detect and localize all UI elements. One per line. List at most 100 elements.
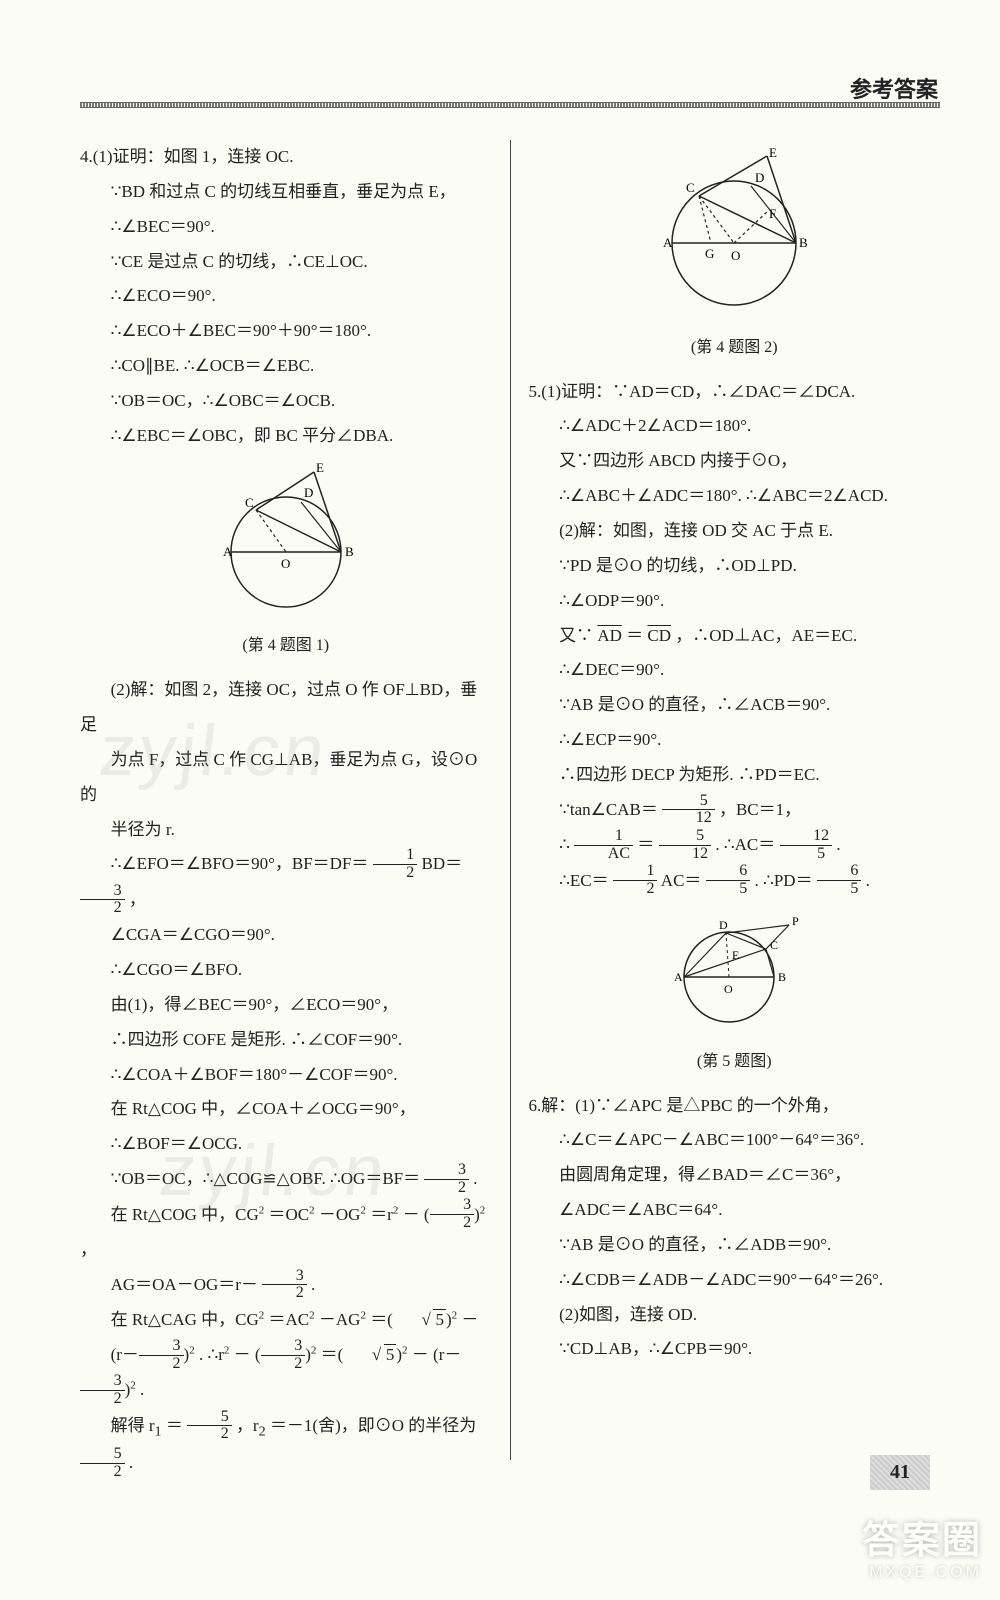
text: . ∴AC＝ <box>715 835 775 854</box>
svg-text:E: E <box>316 462 324 475</box>
line: ∵CE 是过点 C 的切线，∴CE⊥OC. <box>80 245 492 280</box>
text: ＝( <box>370 1310 393 1329</box>
page: 参考答案 zyjl.cn zyjl.cn 4.(1)证明：如图 1，连接 OC.… <box>0 0 1000 1600</box>
svg-text:C: C <box>686 180 695 195</box>
text: ∴ <box>559 835 570 854</box>
fraction: 32 <box>261 1338 306 1373</box>
svg-text:A: A <box>223 544 233 559</box>
fraction: 32 <box>80 1373 125 1408</box>
line: (2)解：如图，连接 OD 交 AC 于点 E. <box>529 514 941 549</box>
fraction: 52 <box>187 1409 232 1444</box>
fraction: 12 <box>613 863 658 898</box>
text: ＝ <box>637 835 654 854</box>
svg-text:D: D <box>755 170 764 185</box>
line: (2)如图，连接 OD. <box>529 1298 941 1333</box>
svg-text:O: O <box>731 248 740 263</box>
svg-text:B: B <box>778 970 786 984</box>
line: 解得 r1 ＝ 52 ，r2 ＝－1(舍)，即⊙O 的半径为 52 . <box>80 1409 492 1482</box>
arc-text: CD <box>647 626 671 645</box>
text: ＝－1(舍)，即⊙O 的半径为 <box>270 1416 476 1435</box>
line: ∠ADC＝∠ABC＝64°. <box>529 1193 941 1228</box>
text: －AG <box>319 1310 361 1329</box>
svg-text:A: A <box>663 235 673 250</box>
text: . <box>866 871 870 890</box>
line: ∴∠EBC＝∠OBC，即 BC 平分∠DBA. <box>80 419 492 454</box>
text: ＝ <box>626 626 643 645</box>
line: 6.解：(1)∵∠APC 是△PBC 的一个外角， <box>529 1089 941 1124</box>
line: (2)解：如图 2，连接 OC，过点 O 作 OF⊥BD，垂足 <box>80 673 492 743</box>
fraction: 32 <box>262 1268 307 1303</box>
svg-text:P: P <box>792 914 799 928</box>
line: ∴∠BOF＝∠OCG. <box>80 1127 492 1162</box>
line: ∴∠ABC＋∠ADC＝180°. ∴∠ABC＝2∠ACD. <box>529 479 941 514</box>
line: ∴∠CDB＝∠ADB－∠ADC＝90°－64°＝26°. <box>529 1263 941 1298</box>
fraction: 32 <box>80 883 125 918</box>
text: . <box>140 1380 144 1399</box>
text: AC＝ <box>661 871 702 890</box>
line: 由圆周角定理，得∠BAD＝∠C＝36°， <box>529 1158 941 1193</box>
line: ∴∠C＝∠APC－∠ABC＝100°－64°＝36°. <box>529 1123 941 1158</box>
svg-text:E: E <box>769 148 777 160</box>
text: . <box>473 1169 477 1188</box>
line: ∴∠ODP＝90°. <box>529 584 941 619</box>
arc-text: AD <box>597 626 622 645</box>
fraction: 65 <box>706 863 751 898</box>
line: 半径为 r. <box>80 813 492 848</box>
logo-small: MXQE.COM <box>862 1564 982 1582</box>
line: ∴∠ADC＋2∠ACD＝180°. <box>529 409 941 444</box>
text: 在 Rt△COG 中，CG <box>111 1205 259 1224</box>
line: ∴∠BEC＝90°. <box>80 210 492 245</box>
svg-text:B: B <box>345 544 354 559</box>
fraction: 125 <box>780 828 833 863</box>
line: ∴四边形 COFE 是矩形. ∴∠COF＝90°. <box>80 1023 492 1058</box>
line: 在 Rt△COG 中，CG2 ＝OC2 －OG2 ＝r2 － (32)2 ， <box>80 1198 492 1268</box>
fig1-caption: (第 4 题图 1) <box>80 630 492 663</box>
text: － <box>461 1310 478 1329</box>
top-rule <box>80 102 940 108</box>
svg-text:F: F <box>769 206 776 221</box>
columns: 4.(1)证明：如图 1，连接 OC. ∵BD 和过点 C 的切线互相垂直，垂足… <box>80 140 940 1460</box>
text: . ∴PD＝ <box>755 871 813 890</box>
svg-text:C: C <box>245 495 254 510</box>
line: ∴∠ECO＝90°. <box>80 279 492 314</box>
text: ∵OB＝OC，∴△COG≌△OBF. ∴OG＝BF＝ <box>111 1169 421 1188</box>
text: ＝r <box>370 1205 393 1224</box>
text: ，r <box>236 1416 259 1435</box>
line: ∴∠DEC＝90°. <box>529 653 941 688</box>
line: ∠CGA＝∠CGO＝90°. <box>80 918 492 953</box>
text: －OG <box>319 1205 361 1224</box>
line: ∴EC＝ 12 AC＝ 65 . ∴PD＝ 65 . <box>529 864 941 899</box>
page-number: 41 <box>870 1455 930 1490</box>
fig2-caption: (第 4 题图 2) <box>529 332 941 365</box>
text: . <box>129 1453 133 1472</box>
line: ∴ 1AC ＝ 512 . ∴AC＝ 125 . <box>529 828 941 863</box>
line: 5.(1)证明：∵AD＝CD，∴∠DAC＝∠DCA. <box>529 375 941 410</box>
line: 在 Rt△COG 中，∠COA＋∠OCG＝90°， <box>80 1092 492 1127</box>
line: (r－32)2 . ∴r2 － (32)2 ＝(5)2 － (r－32)2 . <box>80 1338 492 1409</box>
line: ∴∠COA＋∠BOF＝180°－∠COF＝90°. <box>80 1058 492 1093</box>
fig5-caption: (第 5 题图) <box>529 1046 941 1079</box>
figure-4-2: A B C D E F G O <box>529 148 941 326</box>
text: . <box>311 1275 315 1294</box>
fraction: 32 <box>424 1162 469 1197</box>
line: ∴∠EFO＝∠BFO＝90°，BF＝DF＝ 12 BD＝ 32 ， <box>80 847 492 918</box>
text: 解得 r <box>111 1416 155 1435</box>
left-column: 4.(1)证明：如图 1，连接 OC. ∵BD 和过点 C 的切线互相垂直，垂足… <box>80 140 510 1460</box>
sqrt: 5 <box>343 1338 396 1373</box>
header-title: 参考答案 <box>850 72 938 104</box>
fraction: 32 <box>139 1338 184 1373</box>
text: ＝( <box>321 1345 344 1364</box>
line: ∴CO∥BE. ∴∠OCB＝∠EBC. <box>80 349 492 384</box>
text: 又∵ <box>559 626 593 645</box>
text: － <box>412 1345 429 1364</box>
svg-text:A: A <box>674 970 683 984</box>
sqrt: 5 <box>393 1303 446 1338</box>
line: 在 Rt△CAG 中，CG2 ＝AC2 －AG2 ＝(5)2 － <box>80 1303 492 1338</box>
line: ∴∠ECP＝90°. <box>529 723 941 758</box>
watermark-logo: 答案圈 MXQE.COM <box>862 1509 982 1582</box>
line: ∴四边形 DECP 为矩形. ∴PD＝EC. <box>529 758 941 793</box>
line: 又∵四边形 ABCD 内接于⊙O， <box>529 444 941 479</box>
line: 为点 F，过点 C 作 CG⊥AB，垂足为点 G，设⊙O 的 <box>80 743 492 813</box>
text: ， <box>129 890 146 909</box>
line: ∴∠ECO＋∠BEC＝90°＋90°＝180°. <box>80 314 492 349</box>
